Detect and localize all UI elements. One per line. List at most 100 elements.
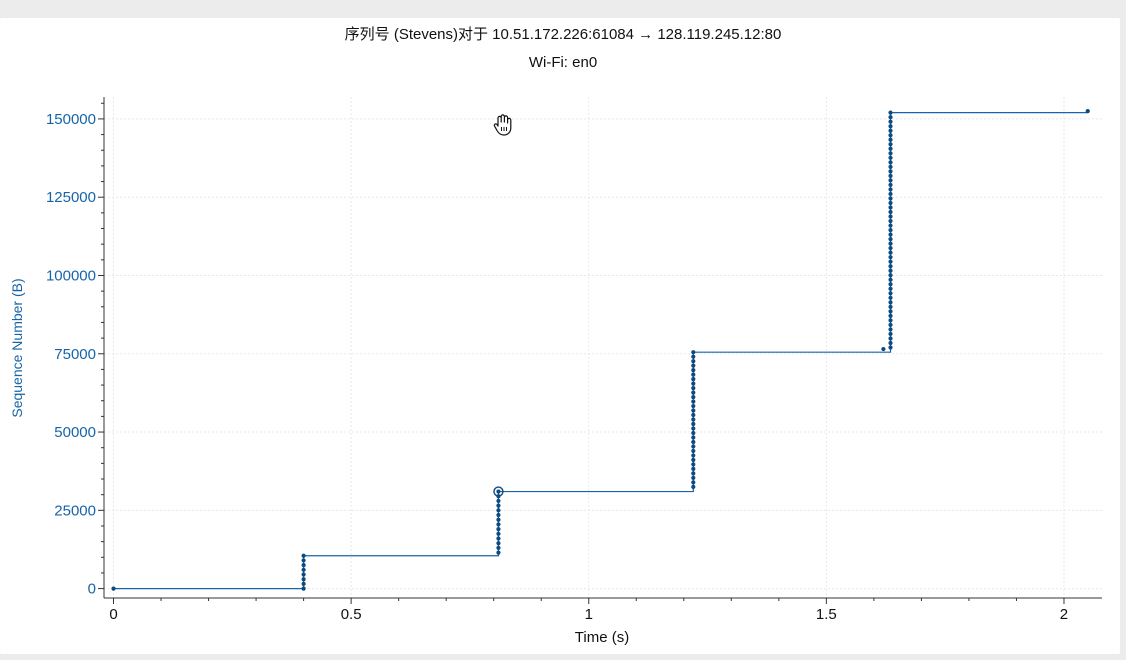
segment-point	[888, 322, 893, 328]
segment-point	[888, 241, 893, 246]
segment-point	[496, 508, 501, 513]
segment-point	[301, 581, 306, 587]
segment-point	[496, 527, 501, 532]
segment-point	[888, 295, 893, 300]
segment-point	[691, 426, 696, 431]
y-tick-label: 75000	[54, 346, 96, 363]
segment-point	[496, 517, 501, 522]
y-tick-label: 0	[88, 581, 96, 598]
x-tick-label: 1.5	[816, 606, 837, 623]
segment-point	[888, 232, 893, 237]
segment-point	[691, 462, 696, 467]
segment-point	[888, 291, 893, 296]
segment-point	[691, 430, 696, 436]
segment-point	[691, 386, 696, 391]
segment-point	[888, 151, 893, 156]
segment-point	[888, 259, 893, 264]
axes: 0 25000 50000 75000 100000 125000 150000 0 0.5 1 1…	[46, 97, 1102, 623]
segment-point	[496, 541, 501, 546]
segment-point	[691, 439, 696, 445]
y-tick-label: 25000	[54, 502, 96, 519]
segment-point	[888, 264, 893, 269]
segment-point	[888, 160, 893, 165]
segment-point	[888, 273, 893, 278]
segment-point	[691, 484, 696, 489]
segment-point	[888, 327, 893, 332]
segment-point	[691, 457, 696, 463]
segment-point	[888, 128, 893, 133]
segment-point	[888, 182, 893, 188]
segment-point	[496, 512, 501, 518]
segment-point	[691, 394, 696, 400]
segment-point	[301, 586, 306, 591]
segment-point	[888, 124, 893, 129]
segment-point	[691, 417, 696, 422]
segment-point	[888, 268, 893, 273]
segment-point	[888, 300, 893, 305]
segment-point	[301, 563, 306, 568]
segment-point	[881, 346, 886, 352]
segment-point	[888, 169, 893, 174]
sequence-step-line	[113, 112, 1088, 590]
segment-point	[496, 489, 501, 494]
segment-point	[691, 368, 696, 373]
segment-point	[888, 164, 893, 169]
segment-point	[691, 453, 696, 458]
segment-point	[888, 191, 893, 197]
segment-point	[691, 471, 696, 476]
segment-point	[496, 550, 501, 555]
segment-point	[691, 390, 696, 395]
segment-point	[888, 205, 893, 210]
segment-point	[888, 340, 893, 346]
segment-point	[691, 350, 696, 355]
segment-point	[888, 255, 893, 260]
segment-point	[496, 545, 501, 551]
hand-grab-icon	[492, 113, 514, 137]
segment-point	[691, 444, 696, 449]
segment-point	[888, 227, 893, 233]
segment-point	[691, 466, 696, 471]
segment-point	[301, 572, 306, 577]
segment-point	[691, 480, 696, 485]
data-series	[111, 108, 1090, 591]
x-tick-label: 0.5	[341, 606, 362, 623]
x-tick-label: 2	[1060, 606, 1068, 623]
y-tick-label: 150000	[46, 111, 96, 128]
segment-point	[888, 173, 893, 178]
segment-point	[888, 345, 893, 350]
segment-point	[888, 196, 893, 201]
segment-point	[888, 178, 893, 183]
x-axis-title: Time (s)	[575, 629, 629, 646]
segment-point	[888, 137, 893, 142]
selected-point-marker[interactable]	[493, 486, 504, 497]
segment-point	[888, 119, 893, 124]
segment-point	[111, 586, 116, 591]
segment-point	[691, 381, 696, 386]
y-axis-title: Sequence Number (B)	[9, 278, 25, 417]
segment-point	[496, 503, 501, 508]
segment-point	[888, 282, 893, 287]
segment-point	[888, 250, 893, 255]
y-tick-label: 100000	[46, 267, 96, 284]
segment-point	[888, 146, 893, 151]
segment-point	[888, 187, 893, 192]
chart-title: 序列号 (Stevens)对于 10.51.172.226:61084 → 12…	[344, 26, 782, 43]
segment-point	[691, 363, 696, 368]
segment-point	[496, 536, 501, 541]
segment-point	[888, 214, 893, 219]
segment-point	[691, 403, 696, 409]
segment-point	[888, 277, 893, 282]
segment-point	[888, 218, 893, 224]
x-tick-label: 0	[109, 606, 117, 623]
segment-point	[496, 522, 501, 527]
segment-point	[301, 553, 306, 558]
x-tick-label: 1	[585, 606, 593, 623]
segment-point	[888, 304, 893, 309]
segment-point	[691, 408, 696, 413]
segment-point	[888, 246, 893, 251]
segment-point	[691, 475, 696, 480]
segment-point	[691, 448, 696, 454]
segment-point	[888, 110, 893, 115]
segment-point	[691, 412, 696, 418]
